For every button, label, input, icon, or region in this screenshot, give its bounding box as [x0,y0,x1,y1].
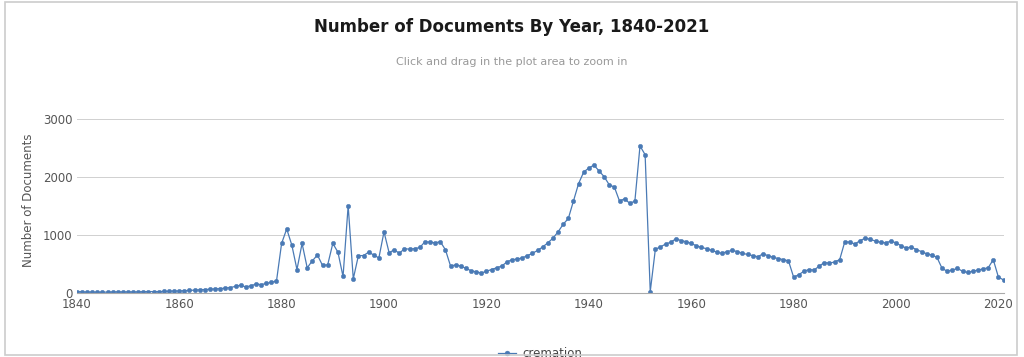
Legend: cremation: cremation [494,342,587,357]
cremation [542,241,554,245]
cremation [675,238,687,243]
cremation [496,264,508,268]
cremation [71,290,83,294]
Y-axis label: Number of Documents: Number of Documents [22,133,35,267]
Text: Number of Documents By Year, 1840-2021: Number of Documents By Year, 1840-2021 [314,18,710,36]
cremation [91,290,103,295]
cremation [997,278,1010,282]
cremation [450,263,462,267]
Line: cremation: cremation [75,144,1006,295]
Text: Click and drag in the plot area to zoom in: Click and drag in the plot area to zoom … [396,57,628,67]
cremation [537,245,549,249]
cremation [383,251,395,255]
cremation [634,144,646,148]
